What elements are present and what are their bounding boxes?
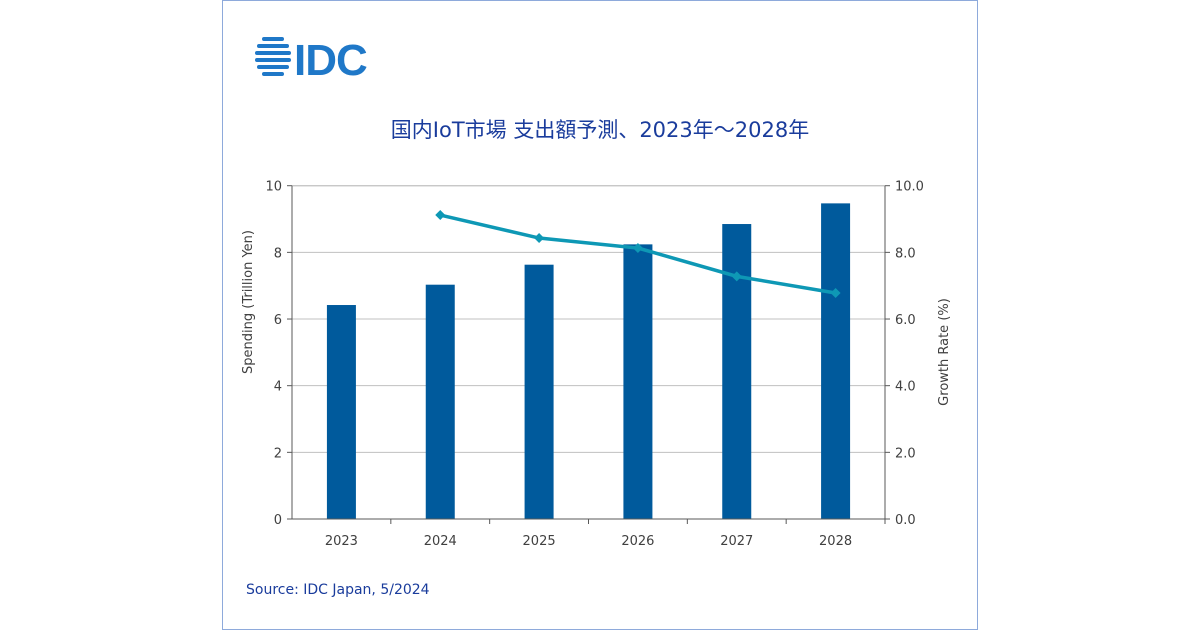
x-tick-label: 2025: [523, 534, 556, 549]
globe-icon: [255, 37, 291, 76]
y-tick-label: 2: [274, 446, 282, 461]
bar-2026: [623, 244, 653, 520]
growth-point-2028: [830, 288, 841, 299]
y-right-tick-label: 6.0: [895, 313, 916, 328]
y-axis-right-label: Growth Rate (%): [937, 298, 952, 406]
x-tick-label: 2024: [424, 534, 457, 549]
y-tick-label: 10: [265, 180, 282, 195]
bar-2024: [425, 284, 455, 519]
y-tick-label: 4: [274, 380, 282, 395]
x-tick-label: 2026: [621, 534, 654, 549]
x-tick-label: 2027: [720, 534, 753, 549]
y-right-tick-label: 8.0: [895, 246, 916, 261]
bar-2027: [722, 224, 752, 520]
y-right-tick-label: 4.0: [895, 380, 916, 395]
y-right-tick-label: 0.0: [895, 513, 916, 528]
y-tick-label: 8: [274, 246, 282, 261]
growth-point-2024: [435, 210, 446, 221]
y-axis-label: Spending (Trillion Yen): [241, 230, 256, 374]
y-right-tick-label: 10.0: [895, 180, 924, 195]
y-right-tick-label: 2.0: [895, 446, 916, 461]
bar-2023: [326, 305, 356, 519]
x-tick-label: 2028: [819, 534, 852, 549]
bar-2028: [821, 203, 851, 519]
x-tick-label: 2023: [325, 534, 358, 549]
idc-logo: IDC: [254, 34, 379, 85]
logo-text: IDC: [294, 36, 367, 78]
y-tick-label: 6: [274, 313, 282, 328]
source-note: Source: IDC Japan, 5/2024: [246, 582, 430, 598]
growth-point-2026: [632, 243, 643, 254]
growth-point-2025: [534, 233, 545, 244]
chart-title: 国内IoT市場 支出額予測、2023年～2028年: [390, 118, 810, 142]
bar-2025: [524, 264, 554, 519]
y-tick-label: 0: [274, 513, 282, 528]
growth-point-2027: [731, 271, 742, 282]
